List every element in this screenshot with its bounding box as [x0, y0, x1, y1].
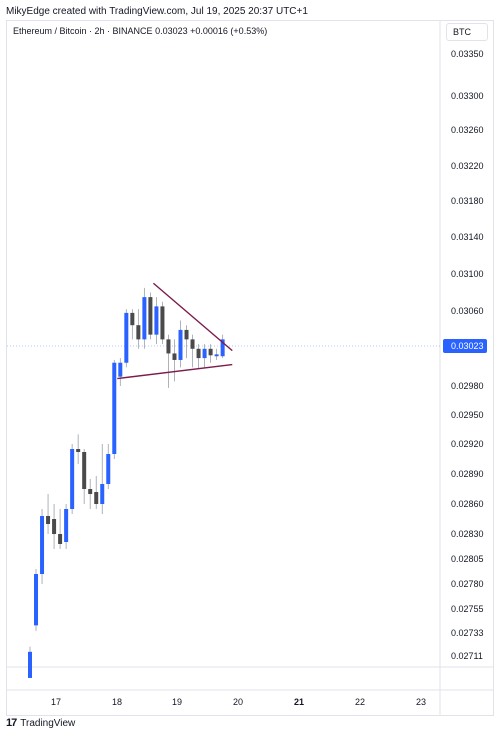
y-tick-label: 0.02733 [451, 628, 484, 638]
candle-body [28, 651, 32, 678]
candle-body [214, 354, 219, 357]
x-tick-label: 22 [355, 697, 365, 707]
candle-body [178, 329, 183, 360]
x-tick-label: 18 [112, 697, 122, 707]
x-tick-label: 20 [233, 697, 243, 707]
candle-body [124, 312, 129, 363]
candle-body [34, 574, 39, 626]
last-price-tag-label: 0.03023 [451, 341, 484, 351]
x-tick-label: 17 [51, 697, 61, 707]
candle-body [58, 534, 63, 544]
last-price: 0.03023 [155, 26, 188, 36]
candle-body [160, 306, 165, 340]
chart-frame [6, 20, 494, 716]
candle-body [202, 348, 207, 359]
y-tick-label: 0.03220 [451, 161, 484, 171]
candle-body [106, 454, 111, 484]
tradingview-footer: 17 TradingView [6, 717, 75, 729]
y-tick-label: 0.02920 [451, 439, 484, 449]
x-tick-label: 21 [294, 697, 304, 707]
candle-body [76, 449, 81, 452]
y-tick-label: 0.02980 [451, 381, 484, 391]
candle-body [118, 362, 123, 377]
x-tick-label: 19 [172, 697, 182, 707]
candle-body [52, 519, 57, 534]
y-tick-label: 0.03100 [451, 269, 484, 279]
candle-body [70, 449, 75, 509]
attribution-text: MikyEdge created with TradingView.com, J… [6, 6, 308, 17]
candle-body [112, 362, 117, 454]
candle-body [46, 516, 51, 524]
y-tick-label: 0.02805 [451, 554, 484, 564]
y-tick-label: 0.02890 [451, 469, 484, 479]
x-tick-label: 23 [416, 697, 426, 707]
y-tick-label: 0.03140 [451, 232, 484, 242]
y-tick-label: 0.03180 [451, 196, 484, 206]
candle-body [130, 312, 135, 326]
y-tick-label: 0.02755 [451, 604, 484, 614]
candle-body [154, 306, 159, 335]
symbol-info: Ethereum / Bitcoin · 2h · BINANCE 0.0302… [13, 26, 267, 36]
last-price-tag [443, 339, 487, 353]
symbol-line: Ethereum / Bitcoin · 2h · BINANCE [13, 26, 153, 36]
y-tick-label: 0.02711 [451, 651, 483, 661]
candle-body [172, 353, 177, 360]
trendline-upper [152, 282, 233, 352]
candle-body [88, 489, 93, 494]
y-tick-label: 0.02830 [451, 529, 484, 539]
y-tick-label: 0.02860 [451, 499, 484, 509]
y-tick-label: 0.02780 [451, 579, 484, 589]
y-tick-label: 0.03300 [451, 91, 484, 101]
candle-body [208, 348, 213, 356]
currency-button[interactable]: BTC [446, 23, 488, 41]
candle-body [64, 509, 69, 542]
candle-body [100, 484, 105, 504]
candle-body [148, 297, 153, 335]
candle-body [142, 297, 147, 340]
y-tick-label: 0.03060 [451, 306, 484, 316]
candle-body [184, 329, 189, 340]
y-tick-label: 0.03260 [451, 125, 484, 135]
candle-body [82, 452, 87, 489]
brand-name: TradingView [20, 717, 76, 729]
candle-body [166, 339, 171, 354]
y-tick-label: 0.02950 [451, 410, 484, 420]
candle-body [136, 325, 141, 340]
candle-body [196, 348, 201, 359]
candle-body [94, 492, 99, 504]
candle-body [190, 339, 195, 349]
candle-body [40, 516, 45, 574]
y-tick-label: 0.03350 [451, 49, 484, 59]
trendline-lower [117, 363, 233, 380]
candle-body [220, 339, 225, 357]
price-change: +0.00016 (+0.53%) [190, 26, 268, 36]
tradingview-logo-icon: 17 [6, 717, 17, 729]
